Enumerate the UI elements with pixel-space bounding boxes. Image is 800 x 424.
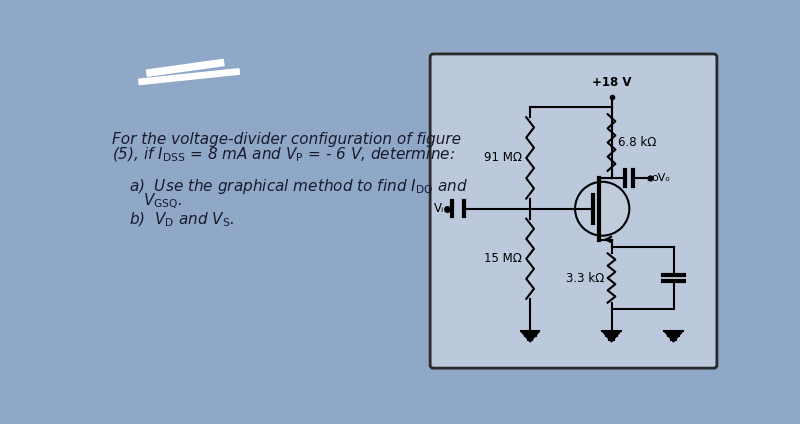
Text: +18 V: +18 V: [592, 75, 631, 89]
Polygon shape: [664, 331, 683, 342]
Text: b)  V$_{\mathsf{D}}$ and V$_{\mathsf{S}}$.: b) V$_{\mathsf{D}}$ and V$_{\mathsf{S}}$…: [130, 211, 235, 229]
Text: 91 MΩ: 91 MΩ: [484, 151, 522, 165]
Text: 15 MΩ: 15 MΩ: [485, 252, 522, 265]
Text: a)  Use the graphical method to find I$_{\mathsf{DQ}}$ and: a) Use the graphical method to find I$_{…: [130, 178, 468, 197]
Text: V$_{\mathsf{GSQ}}$.: V$_{\mathsf{GSQ}}$.: [142, 192, 182, 211]
Polygon shape: [602, 331, 621, 342]
Polygon shape: [146, 59, 224, 76]
Text: For the voltage-divider configuration of figure: For the voltage-divider configuration of…: [112, 132, 461, 147]
Circle shape: [575, 182, 630, 236]
FancyBboxPatch shape: [430, 54, 717, 368]
Text: oVₒ: oVₒ: [652, 173, 671, 183]
Text: Vᵢ: Vᵢ: [434, 202, 444, 215]
Polygon shape: [138, 69, 239, 84]
Text: (5), if I$_{\mathsf{DSS}}$ = 8 mA and V$_{\mathsf{P}}$ = - 6 V, determine:: (5), if I$_{\mathsf{DSS}}$ = 8 mA and V$…: [112, 145, 454, 164]
Polygon shape: [521, 331, 539, 342]
Text: 6.8 kΩ: 6.8 kΩ: [618, 136, 656, 149]
Text: 3.3 kΩ: 3.3 kΩ: [566, 271, 604, 285]
